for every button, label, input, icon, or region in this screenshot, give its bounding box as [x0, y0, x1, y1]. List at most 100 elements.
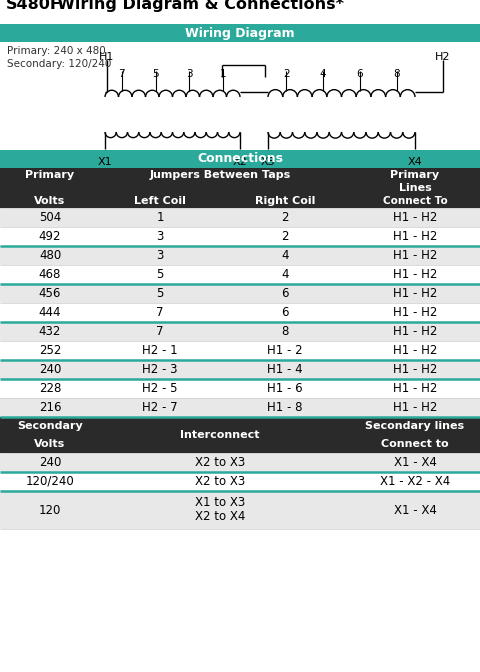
Text: H1 - H2: H1 - H2	[393, 306, 437, 319]
Text: 444: 444	[39, 306, 61, 319]
Text: H2 - 3: H2 - 3	[142, 363, 178, 376]
Bar	[0, 491, 480, 529]
Text: 480: 480	[39, 249, 61, 262]
Text: H1 - 2: H1 - 2	[267, 344, 303, 357]
Text: 5: 5	[156, 287, 164, 300]
Text: H1: H1	[99, 52, 115, 62]
Text: X4: X4	[408, 157, 422, 167]
Text: 216: 216	[39, 401, 61, 414]
Text: S480F: S480F	[6, 0, 62, 12]
Text: H2 - 5: H2 - 5	[142, 382, 178, 395]
Text: 3: 3	[156, 230, 164, 243]
Text: Secondary lines: Secondary lines	[365, 421, 465, 431]
Text: Wiring Diagram: Wiring Diagram	[185, 26, 295, 40]
Text: Primary: Primary	[390, 170, 440, 180]
Text: 240: 240	[39, 363, 61, 376]
Text: 2: 2	[281, 211, 289, 224]
Text: H1 - H2: H1 - H2	[393, 344, 437, 357]
Text: 5: 5	[156, 268, 164, 281]
Text: X2 to X3: X2 to X3	[195, 475, 245, 488]
Text: 4: 4	[281, 249, 289, 262]
Text: 120/240: 120/240	[25, 475, 74, 488]
Text: Interconnect: Interconnect	[180, 430, 260, 440]
Bar	[0, 150, 480, 168]
Text: Left Coil: Left Coil	[134, 196, 186, 206]
Bar	[0, 168, 480, 208]
Text: 1: 1	[220, 69, 227, 79]
Text: 8: 8	[281, 325, 288, 338]
Text: H1 - H2: H1 - H2	[393, 249, 437, 262]
Bar	[0, 24, 480, 42]
Text: Jumpers Between Taps: Jumpers Between Taps	[149, 170, 290, 180]
Text: X1 - X4: X1 - X4	[394, 456, 436, 469]
Text: 1: 1	[156, 211, 164, 224]
Text: H2: H2	[435, 52, 451, 62]
Text: 7: 7	[119, 69, 125, 79]
Bar	[0, 208, 480, 227]
Text: 4: 4	[320, 69, 326, 79]
Text: X2 to X3: X2 to X3	[195, 456, 245, 469]
Text: H1 - 8: H1 - 8	[267, 401, 303, 414]
Bar	[0, 379, 480, 398]
Text: X1 - X4: X1 - X4	[394, 503, 436, 517]
Bar	[0, 453, 480, 472]
Bar	[0, 472, 480, 491]
Text: X3: X3	[261, 157, 276, 167]
Text: 456: 456	[39, 287, 61, 300]
Text: 240: 240	[39, 456, 61, 469]
Bar	[0, 322, 480, 341]
Text: 2: 2	[281, 230, 289, 243]
Text: Primary: 240 x 480
Secondary: 120/240: Primary: 240 x 480 Secondary: 120/240	[7, 46, 111, 69]
Bar	[0, 227, 480, 246]
Text: 3: 3	[186, 69, 192, 79]
Text: H1 - 6: H1 - 6	[267, 382, 303, 395]
Text: 252: 252	[39, 344, 61, 357]
Bar	[0, 284, 480, 303]
Text: H1 - 4: H1 - 4	[267, 363, 303, 376]
Bar	[0, 246, 480, 265]
Bar	[0, 417, 480, 453]
Text: H1 - H2: H1 - H2	[393, 230, 437, 243]
Text: H2 - 7: H2 - 7	[142, 401, 178, 414]
Text: Primary: Primary	[25, 170, 74, 180]
Text: 228: 228	[39, 382, 61, 395]
Text: 7: 7	[156, 325, 164, 338]
Text: 6: 6	[281, 287, 289, 300]
Text: 2: 2	[283, 69, 290, 79]
Text: 3: 3	[156, 249, 164, 262]
Text: 504: 504	[39, 211, 61, 224]
Bar	[0, 360, 480, 379]
Text: H1 - H2: H1 - H2	[393, 268, 437, 281]
Text: Connections: Connections	[197, 153, 283, 165]
Text: 5: 5	[152, 69, 159, 79]
Bar	[0, 303, 480, 322]
Text: H1 - H2: H1 - H2	[393, 382, 437, 395]
Text: H1 - H2: H1 - H2	[393, 401, 437, 414]
Text: 7: 7	[156, 306, 164, 319]
Text: 4: 4	[281, 268, 289, 281]
Text: Wiring Diagram & Connections*: Wiring Diagram & Connections*	[46, 0, 344, 12]
Text: 432: 432	[39, 325, 61, 338]
Text: 468: 468	[39, 268, 61, 281]
Text: Secondary: Secondary	[17, 421, 83, 431]
Text: Lines: Lines	[398, 183, 432, 193]
Text: X1 to X3: X1 to X3	[195, 497, 245, 509]
Text: 6: 6	[357, 69, 363, 79]
Bar	[0, 398, 480, 417]
Text: Volts: Volts	[35, 196, 66, 206]
Text: 120: 120	[39, 503, 61, 517]
Text: X2 to X4: X2 to X4	[195, 511, 245, 523]
Text: Volts: Volts	[35, 439, 66, 449]
Text: X2: X2	[233, 157, 247, 167]
Text: Connect To: Connect To	[383, 196, 447, 206]
Bar	[0, 341, 480, 360]
Text: Right Coil: Right Coil	[255, 196, 315, 206]
Text: X1 - X2 - X4: X1 - X2 - X4	[380, 475, 450, 488]
Text: Connect to: Connect to	[381, 439, 449, 449]
Text: H1 - H2: H1 - H2	[393, 211, 437, 224]
Text: 6: 6	[281, 306, 289, 319]
Text: H1 - H2: H1 - H2	[393, 287, 437, 300]
Text: X1: X1	[98, 157, 112, 167]
Text: H1 - H2: H1 - H2	[393, 325, 437, 338]
Text: H2 - 1: H2 - 1	[142, 344, 178, 357]
